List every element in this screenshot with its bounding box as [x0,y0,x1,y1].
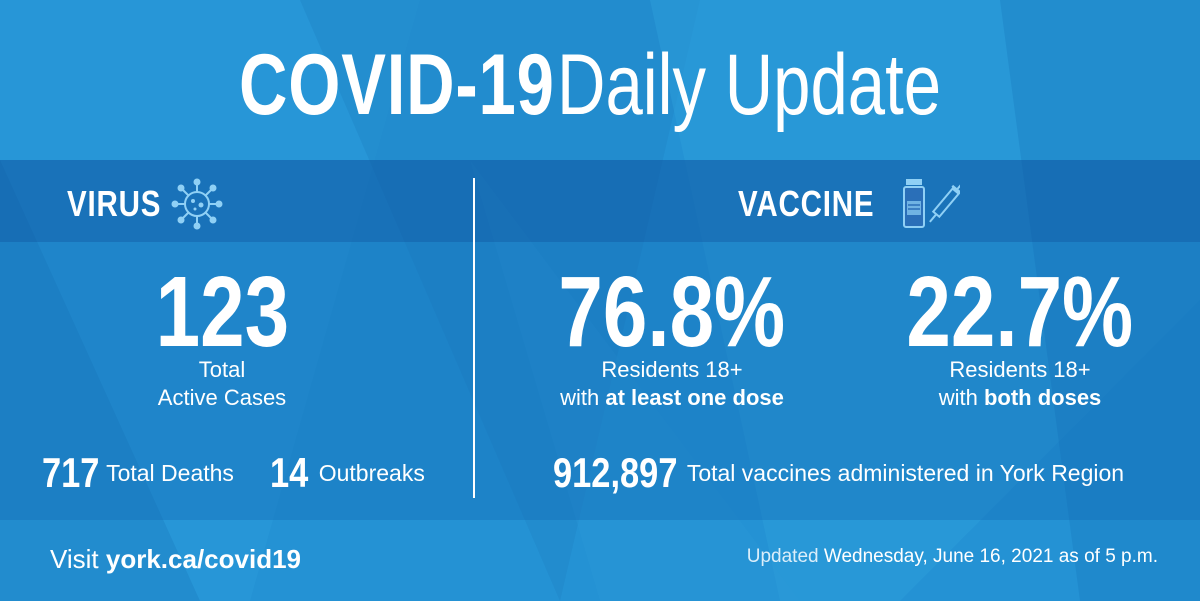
stats-band [0,242,1200,520]
outbreaks-value: 14 [270,449,309,496]
section-header-band [0,160,1200,242]
visit-text: Visit york.ca/covid19 [50,544,301,575]
both-doses-caption: Residents 18+ with both doses [860,356,1180,412]
total-vaccines-stat: 912,897 Total vaccines administered in Y… [553,448,1124,498]
section-divider [473,178,475,498]
both-doses-number: 22.7% [906,256,1134,368]
updated-timestamp: Updated Wednesday, June 16, 2021 as of 5… [747,546,1158,568]
visit-prefix: Visit [50,544,99,574]
one-dose-value: 76.8% [512,262,832,362]
both-doses-caption-line1: Residents 18+ [949,357,1091,382]
active-cases-number: 123 [155,256,289,368]
updated-prefix: Updated [746,546,819,567]
outbreaks-label: Outbreaks [318,459,425,486]
one-dose-caption-prefix: with [560,385,600,410]
updated-date: Wednesday, June 16, 2021 as of 5 p.m. [823,546,1158,567]
vaccine-heading: VACCINE [738,178,961,230]
total-deaths-value: 717 [42,449,100,496]
active-cases-caption: Total Active Cases [72,356,372,412]
both-doses-caption-bold: both doses [983,385,1102,410]
virus-icon [171,178,223,230]
one-dose-caption-line1: Residents 18+ [601,357,743,382]
total-deaths-label: Total Deaths [106,459,234,486]
virus-heading: VIRUS [67,178,224,230]
total-vaccines-value: 912,897 [553,449,678,496]
one-dose-caption: Residents 18+ with at least one dose [512,356,832,412]
total-vaccines-label: Total vaccines administered in York Regi… [686,459,1125,486]
footer: Visit york.ca/covid19 Updated Wednesday,… [0,520,1200,601]
virus-heading-label: VIRUS [67,183,162,224]
vaccine-vial-syringe-icon [903,179,961,228]
one-dose-number: 76.8% [558,256,786,368]
both-doses-caption-prefix: with [938,385,978,410]
vaccine-heading-label: VACCINE [738,183,875,224]
title-bold: COVID-19 [239,37,556,133]
title-light: Daily Update [557,37,942,133]
total-deaths-stat: 717 Total Deaths [42,448,234,498]
one-dose-caption-bold: at least one dose [605,385,784,410]
both-doses-value: 22.7% [860,262,1180,362]
active-cases-caption-line1: Total [198,357,246,382]
active-cases-value: 123 [72,262,372,362]
visit-link[interactable]: york.ca/covid19 [105,544,302,574]
page-title: COVID-19Daily Update [0,30,1200,140]
active-cases-caption-line2: Active Cases [157,385,287,410]
outbreaks-stat: 14 Outbreaks [270,448,425,498]
